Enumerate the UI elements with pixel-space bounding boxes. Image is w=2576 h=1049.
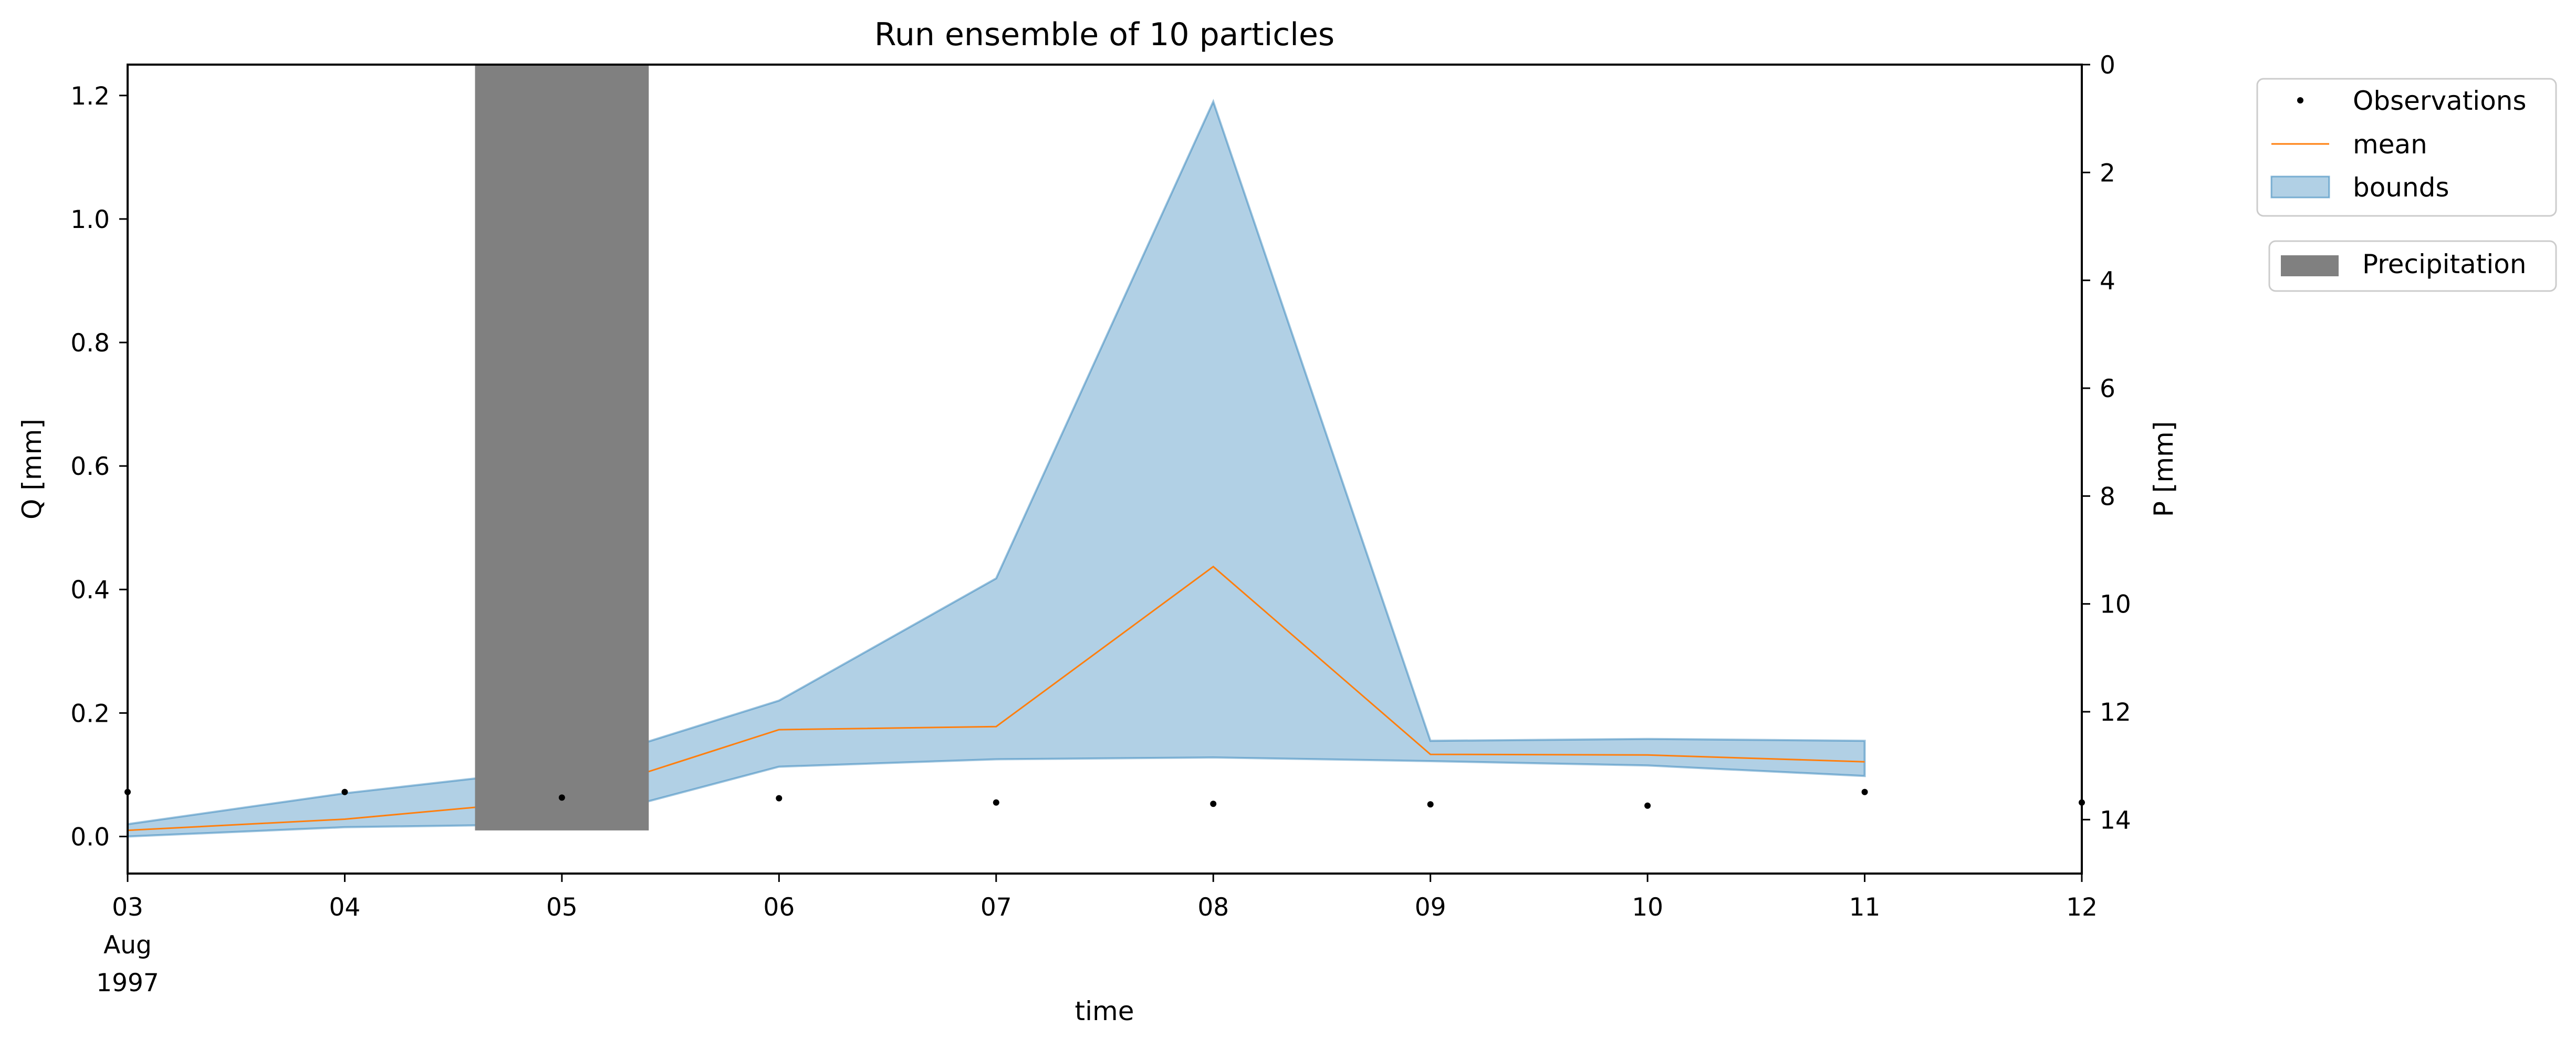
x-axis: 03 04 05 06 07 08 09 10 11 12 Aug 1997: [96, 874, 2098, 998]
right-y-tick-label: 6: [2100, 375, 2115, 403]
x-tick-label: 04: [329, 893, 361, 922]
left-y-tick-label: 0.0: [70, 823, 110, 851]
legend-bounds-swatch: [2270, 175, 2330, 199]
observation-point: [1861, 788, 1868, 795]
left-y-tick-label: 0.6: [70, 452, 110, 481]
x-tick-date-label: 1997: [96, 969, 159, 998]
observation-point: [558, 794, 565, 801]
observation-point: [993, 799, 999, 806]
x-tick-label: 05: [546, 893, 578, 922]
right-y-tick-label: 0: [2100, 51, 2115, 80]
observation-point: [1210, 801, 1217, 807]
right-y-tick-label: 4: [2100, 267, 2115, 296]
chart-title: Run ensemble of 10 particles: [874, 16, 1334, 53]
left-y-tick-label: 0.2: [70, 699, 110, 728]
x-tick-label: 09: [1415, 893, 1446, 922]
x-tick-label: 07: [981, 893, 1012, 922]
right-y-tick-label: 14: [2100, 806, 2131, 835]
right-y-tick-label: 8: [2100, 482, 2115, 511]
x-tick-label: 11: [1849, 893, 1881, 922]
legend-bounds-label: bounds: [2353, 172, 2449, 203]
legend-precipitation: Precipitation: [2268, 240, 2557, 292]
left-y-tick-label: 1.2: [70, 82, 110, 111]
legend-main-frame: [2256, 78, 2557, 217]
x-tick-label: 08: [1197, 893, 1229, 922]
observation-point: [776, 795, 783, 802]
precipitation-bar: [475, 65, 649, 830]
legend-main: Observations mean bounds: [2256, 78, 2557, 217]
x-tick-label: 12: [2066, 893, 2098, 922]
legend-observations-label: Observations: [2353, 86, 2527, 116]
x-axis-label: time: [1075, 996, 1134, 1026]
left-y-tick-label: 0.4: [70, 576, 110, 605]
right-y-tick-label: 12: [2100, 698, 2131, 727]
right-y-axis-label: P [mm]: [2149, 421, 2179, 517]
legend-observations-marker: [2297, 97, 2303, 103]
legend-mean-label: mean: [2353, 129, 2427, 160]
right-y-axis: 0 2 4 6 8 10 12 14: [2082, 51, 2131, 835]
left-y-axis-label: Q [mm]: [17, 419, 47, 520]
left-y-tick-label: 0.8: [70, 329, 110, 358]
left-y-axis: 0.0 0.2 0.4 0.6 0.8 1.0 1.2: [70, 82, 128, 851]
left-y-tick-label: 1.0: [70, 205, 110, 234]
legend-precipitation-swatch: [2281, 255, 2339, 276]
x-tick-label: 10: [1632, 893, 1663, 922]
right-y-tick-label: 2: [2100, 159, 2115, 188]
x-tick-date-label: Aug: [103, 931, 152, 960]
x-tick-label: 06: [763, 893, 795, 922]
legend-precipitation-label: Precipitation: [2362, 249, 2527, 279]
x-tick-label: 03: [112, 893, 143, 922]
legend-precipitation-frame: [2268, 240, 2557, 292]
right-y-tick-label: 10: [2100, 590, 2131, 619]
observation-point: [1644, 802, 1651, 809]
plot-area: [124, 65, 2085, 838]
observation-point: [341, 788, 348, 795]
plot-frame: [127, 64, 2083, 875]
mean-line: [127, 565, 1865, 832]
observation-point: [1427, 801, 1434, 808]
